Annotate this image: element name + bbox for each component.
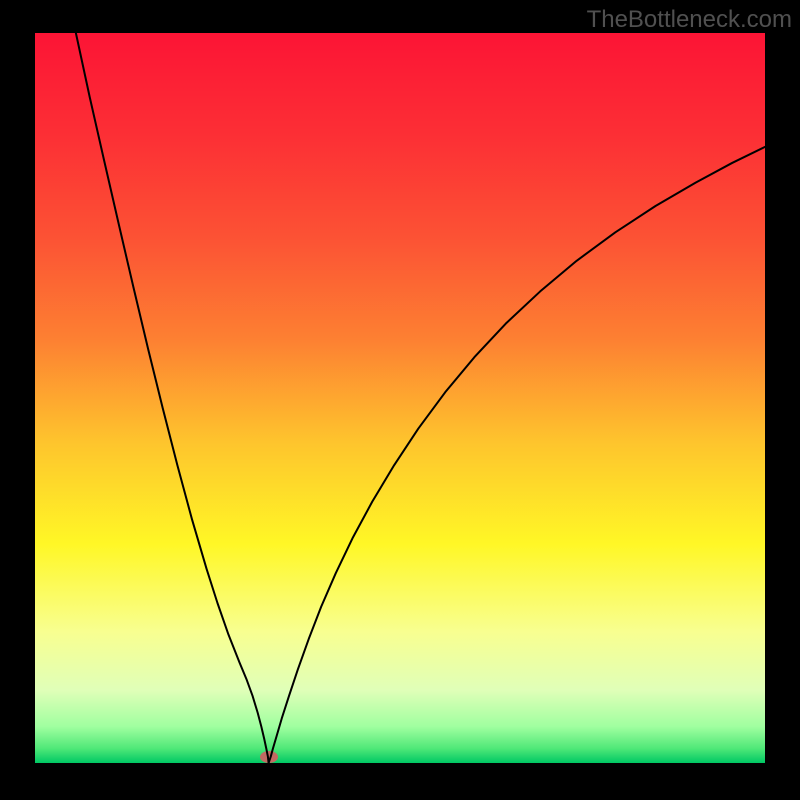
- watermark-text: TheBottleneck.com: [587, 6, 792, 34]
- chart-canvas: TheBottleneck.com: [0, 0, 800, 800]
- plot-area: [35, 33, 765, 763]
- bottleneck-curve: [35, 33, 765, 763]
